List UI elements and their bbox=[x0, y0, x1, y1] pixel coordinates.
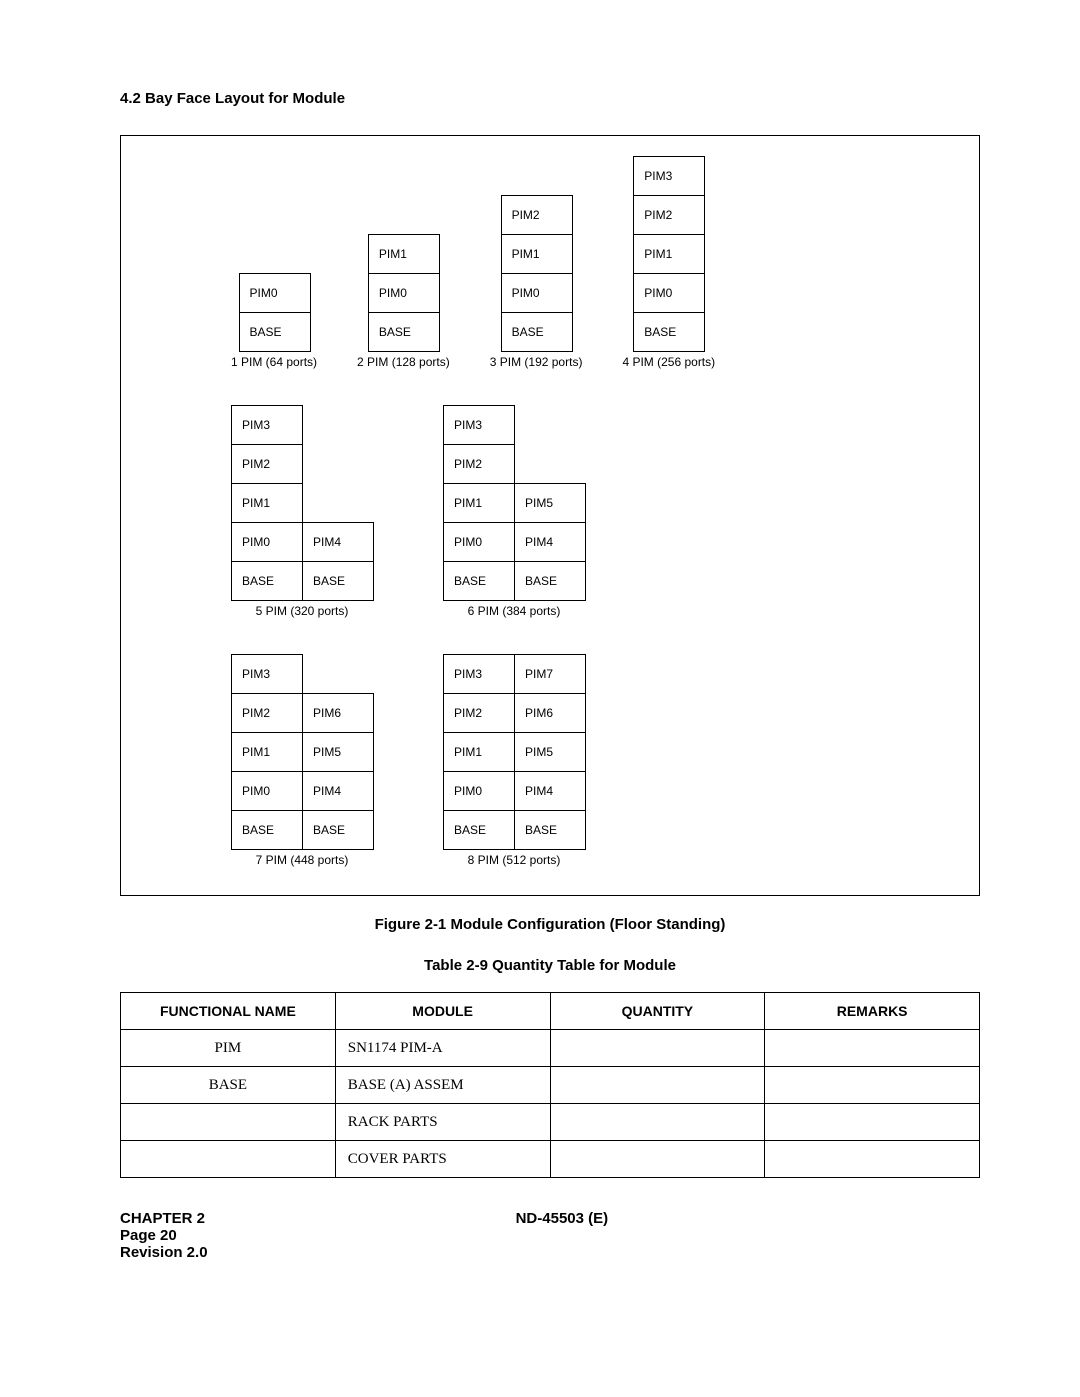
cell-qty bbox=[550, 1030, 765, 1067]
table-title: Table 2-9 Quantity Table for Module bbox=[120, 957, 980, 974]
caption: 2 PIM (128 ports) bbox=[357, 355, 450, 369]
caption: 1 PIM (64 ports) bbox=[231, 355, 317, 369]
cell: PIM6 bbox=[514, 693, 586, 733]
footer-doc: ND-45503 (E) bbox=[516, 1210, 609, 1227]
cell: PIM1 bbox=[231, 483, 303, 523]
table-row: RACK PARTS bbox=[121, 1104, 980, 1141]
cell: BASE bbox=[231, 561, 303, 601]
stack-8pim: PIM3 PIM2 PIM1 PIM0 BASE PIM7 PIM6 PIM5 … bbox=[443, 654, 585, 867]
cell: PIM4 bbox=[514, 771, 586, 811]
cell: PIM0 bbox=[231, 522, 303, 562]
cell-fn bbox=[121, 1104, 336, 1141]
cell: PIM0 bbox=[633, 273, 705, 313]
cell: PIM2 bbox=[633, 195, 705, 235]
table-row: BASE BASE (A) ASSEM bbox=[121, 1067, 980, 1104]
cell: PIM1 bbox=[443, 732, 515, 772]
cell: BASE bbox=[633, 312, 705, 352]
cell: PIM3 bbox=[231, 654, 303, 694]
table-header-row: FUNCTIONAL NAME MODULE QUANTITY REMARKS bbox=[121, 993, 980, 1030]
cell: PIM1 bbox=[501, 234, 573, 274]
caption: 3 PIM (192 ports) bbox=[490, 355, 583, 369]
cell-rem bbox=[765, 1030, 980, 1067]
cell: PIM4 bbox=[302, 771, 374, 811]
cell: PIM0 bbox=[368, 273, 440, 313]
table-row: COVER PARTS bbox=[121, 1141, 980, 1178]
stack-5pim: PIM3 PIM2 PIM1 PIM0 BASE PIM4 BASE 5 PIM… bbox=[231, 405, 373, 618]
caption: 4 PIM (256 ports) bbox=[622, 355, 715, 369]
caption: 6 PIM (384 ports) bbox=[468, 604, 561, 618]
stack-1pim: PIM0 BASE 1 PIM (64 ports) bbox=[231, 273, 317, 369]
cell: PIM3 bbox=[443, 654, 515, 694]
caption: 5 PIM (320 ports) bbox=[256, 604, 349, 618]
cell: PIM1 bbox=[231, 732, 303, 772]
cell: PIM4 bbox=[302, 522, 374, 562]
th-remarks: REMARKS bbox=[765, 993, 980, 1030]
cell-qty bbox=[550, 1067, 765, 1104]
th-functional-name: FUNCTIONAL NAME bbox=[121, 993, 336, 1030]
cell: PIM6 bbox=[302, 693, 374, 733]
figure-title: Figure 2-1 Module Configuration (Floor S… bbox=[120, 916, 980, 933]
quantity-table: FUNCTIONAL NAME MODULE QUANTITY REMARKS … bbox=[120, 992, 980, 1178]
cell: PIM5 bbox=[514, 483, 586, 523]
cell: PIM3 bbox=[633, 156, 705, 196]
stack-6pim: PIM3 PIM2 PIM1 PIM0 BASE PIM5 PIM4 BASE … bbox=[443, 405, 585, 618]
section-title: 4.2 Bay Face Layout for Module bbox=[120, 90, 980, 107]
page-footer: CHAPTER 2 Page 20 Revision 2.0 ND-45503 … bbox=[120, 1210, 980, 1261]
cell: PIM1 bbox=[633, 234, 705, 274]
cell: PIM2 bbox=[443, 444, 515, 484]
cell-mod: COVER PARTS bbox=[335, 1141, 550, 1178]
cell-rem bbox=[765, 1141, 980, 1178]
cell-qty bbox=[550, 1104, 765, 1141]
cell: BASE bbox=[514, 561, 586, 601]
cell: BASE bbox=[302, 561, 374, 601]
cell: PIM2 bbox=[501, 195, 573, 235]
cell: PIM1 bbox=[443, 483, 515, 523]
stack-2pim: PIM1 PIM0 BASE 2 PIM (128 ports) bbox=[357, 234, 450, 369]
cell: PIM0 bbox=[443, 771, 515, 811]
caption: 7 PIM (448 ports) bbox=[256, 853, 349, 867]
footer-revision: Revision 2.0 bbox=[120, 1244, 516, 1261]
footer-page: Page 20 bbox=[120, 1227, 516, 1244]
cell: BASE bbox=[302, 810, 374, 850]
cell: BASE bbox=[443, 810, 515, 850]
cell: PIM0 bbox=[231, 771, 303, 811]
cell: PIM4 bbox=[514, 522, 586, 562]
footer-chapter: CHAPTER 2 bbox=[120, 1210, 516, 1227]
cell-rem bbox=[765, 1104, 980, 1141]
stack-4pim: PIM3 PIM2 PIM1 PIM0 BASE 4 PIM (256 port… bbox=[622, 156, 715, 369]
cell-fn bbox=[121, 1141, 336, 1178]
cell-mod: RACK PARTS bbox=[335, 1104, 550, 1141]
cell: PIM2 bbox=[231, 693, 303, 733]
cell-mod: BASE (A) ASSEM bbox=[335, 1067, 550, 1104]
cell-fn: BASE bbox=[121, 1067, 336, 1104]
cell: PIM2 bbox=[231, 444, 303, 484]
th-module: MODULE bbox=[335, 993, 550, 1030]
cell: PIM0 bbox=[239, 273, 311, 313]
stack-3pim: PIM2 PIM1 PIM0 BASE 3 PIM (192 ports) bbox=[490, 195, 583, 369]
cell: PIM7 bbox=[514, 654, 586, 694]
cell-fn: PIM bbox=[121, 1030, 336, 1067]
cell-mod: SN1174 PIM-A bbox=[335, 1030, 550, 1067]
caption: 8 PIM (512 ports) bbox=[468, 853, 561, 867]
cell-rem bbox=[765, 1067, 980, 1104]
cell: PIM0 bbox=[443, 522, 515, 562]
cell: PIM5 bbox=[514, 732, 586, 772]
cell: PIM3 bbox=[443, 405, 515, 445]
cell-qty bbox=[550, 1141, 765, 1178]
cell: BASE bbox=[443, 561, 515, 601]
figure-box: PIM0 BASE 1 PIM (64 ports) PIM1 PIM0 BAS… bbox=[120, 135, 980, 896]
cell: PIM1 bbox=[368, 234, 440, 274]
th-quantity: QUANTITY bbox=[550, 993, 765, 1030]
stack-7pim: PIM3 PIM2 PIM1 PIM0 BASE PIM6 PIM5 PIM4 … bbox=[231, 654, 373, 867]
table-row: PIM SN1174 PIM-A bbox=[121, 1030, 980, 1067]
cell: BASE bbox=[368, 312, 440, 352]
cell: BASE bbox=[239, 312, 311, 352]
cell: BASE bbox=[501, 312, 573, 352]
cell: PIM3 bbox=[231, 405, 303, 445]
cell: PIM5 bbox=[302, 732, 374, 772]
cell: BASE bbox=[231, 810, 303, 850]
cell: PIM2 bbox=[443, 693, 515, 733]
cell: PIM0 bbox=[501, 273, 573, 313]
cell: BASE bbox=[514, 810, 586, 850]
